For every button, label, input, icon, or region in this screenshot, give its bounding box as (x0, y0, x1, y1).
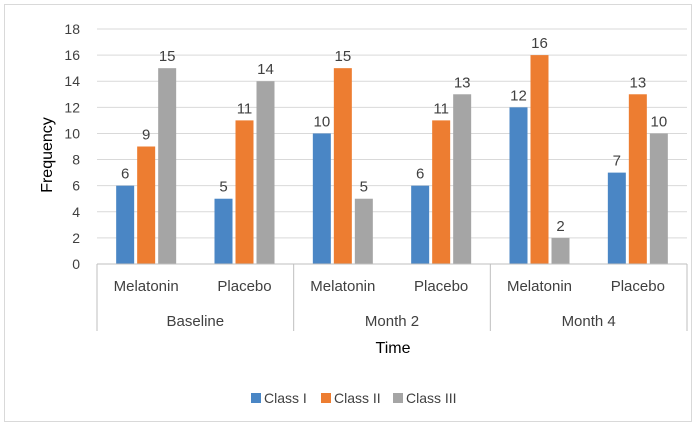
data-label: 11 (237, 100, 253, 117)
data-label: 5 (360, 179, 368, 196)
bars (116, 55, 668, 265)
y-tick-label: 0 (72, 256, 80, 272)
bar (158, 68, 177, 265)
legend-swatch (251, 393, 261, 403)
bar (354, 198, 373, 264)
legend: Class I Class II Class III (251, 390, 457, 406)
bar (551, 237, 570, 264)
y-tick-label: 4 (72, 204, 80, 220)
bar (530, 55, 549, 264)
data-label: 2 (556, 218, 564, 235)
category-label: Placebo (611, 278, 665, 295)
bar (509, 107, 528, 264)
x-axis: Melatonin Placebo Melatonin Placebo Melatoni… (96, 263, 688, 331)
bar (607, 172, 626, 264)
legend-swatch (393, 393, 403, 403)
bar (214, 198, 233, 264)
data-label: 10 (313, 113, 330, 130)
bar (333, 68, 352, 265)
data-label: 7 (613, 153, 621, 170)
y-tick-label: 14 (64, 73, 80, 89)
category-label: Melatonin (114, 278, 179, 295)
y-tick-label: 12 (64, 99, 80, 115)
y-tick-label: 16 (64, 47, 80, 63)
legend-label: Class I (264, 390, 307, 406)
bar (649, 133, 668, 264)
data-label: 13 (629, 74, 646, 91)
legend-swatch (321, 393, 331, 403)
y-tick-label: 2 (72, 230, 80, 246)
data-label: 16 (531, 35, 548, 52)
y-tick-label: 18 (64, 21, 80, 37)
data-label: 5 (219, 179, 227, 196)
legend-label: Class II (334, 390, 381, 406)
bar (312, 133, 331, 264)
bar (256, 81, 275, 264)
bar (432, 120, 451, 264)
bar (137, 146, 156, 264)
group-label: Month 2 (365, 313, 419, 330)
data-label: 13 (454, 74, 471, 91)
bar (628, 94, 647, 265)
data-label: 6 (121, 166, 129, 183)
data-label: 10 (650, 113, 667, 130)
category-label: Placebo (414, 278, 468, 295)
y-tick-label: 8 (72, 152, 80, 168)
category-label: Melatonin (310, 278, 375, 295)
bar (453, 94, 472, 265)
category-label: Melatonin (507, 278, 572, 295)
bar (411, 185, 430, 264)
gridlines (97, 28, 687, 239)
group-label: Month 4 (562, 313, 616, 330)
bar (116, 185, 135, 264)
data-label: 11 (433, 100, 449, 117)
legend-label: Class III (406, 390, 457, 406)
y-axis-title: Frequency (39, 117, 56, 193)
data-label: 12 (510, 87, 527, 104)
x-axis-title: Time (376, 340, 411, 357)
data-label: 15 (159, 48, 176, 65)
data-label: 14 (257, 61, 274, 78)
data-labels: 6 9 15 5 11 14 10 15 5 6 11 13 12 16 2 7 13 10 (121, 35, 667, 235)
y-axis-ticks: 0 2 4 6 8 10 12 14 16 18 (64, 21, 80, 272)
data-label: 15 (334, 48, 351, 65)
y-tick-label: 10 (64, 125, 80, 141)
bar (235, 120, 254, 264)
y-tick-label: 6 (72, 178, 80, 194)
data-label: 6 (416, 166, 424, 183)
data-label: 9 (142, 127, 150, 144)
group-label: Baseline (167, 313, 225, 330)
category-label: Placebo (217, 278, 271, 295)
